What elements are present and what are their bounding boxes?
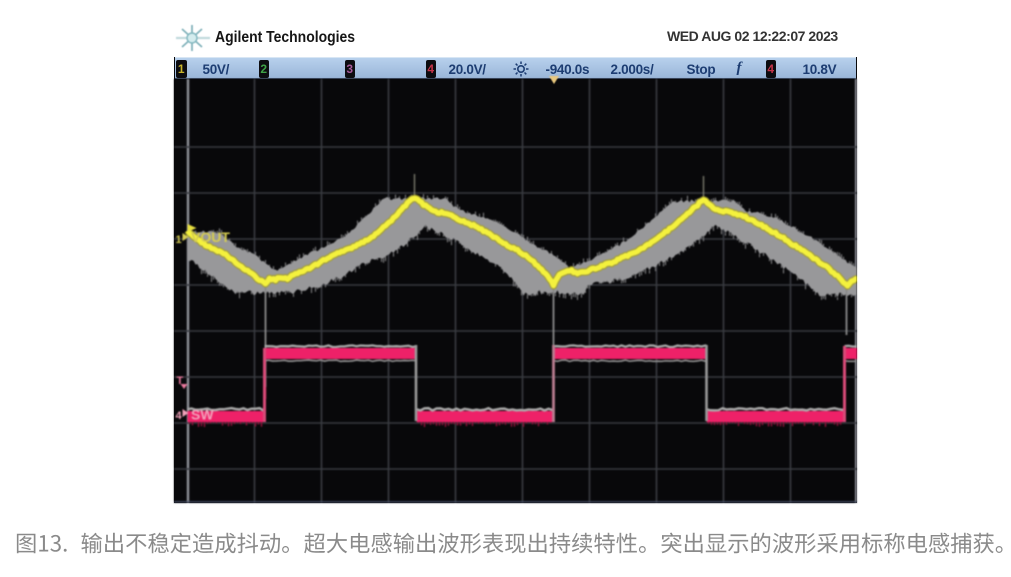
svg-text:T: T [176,375,183,387]
svg-text:SW: SW [191,407,214,423]
svg-text:1: 1 [175,234,181,246]
svg-text:4: 4 [175,410,182,422]
svg-text:VOUT: VOUT [191,229,230,245]
